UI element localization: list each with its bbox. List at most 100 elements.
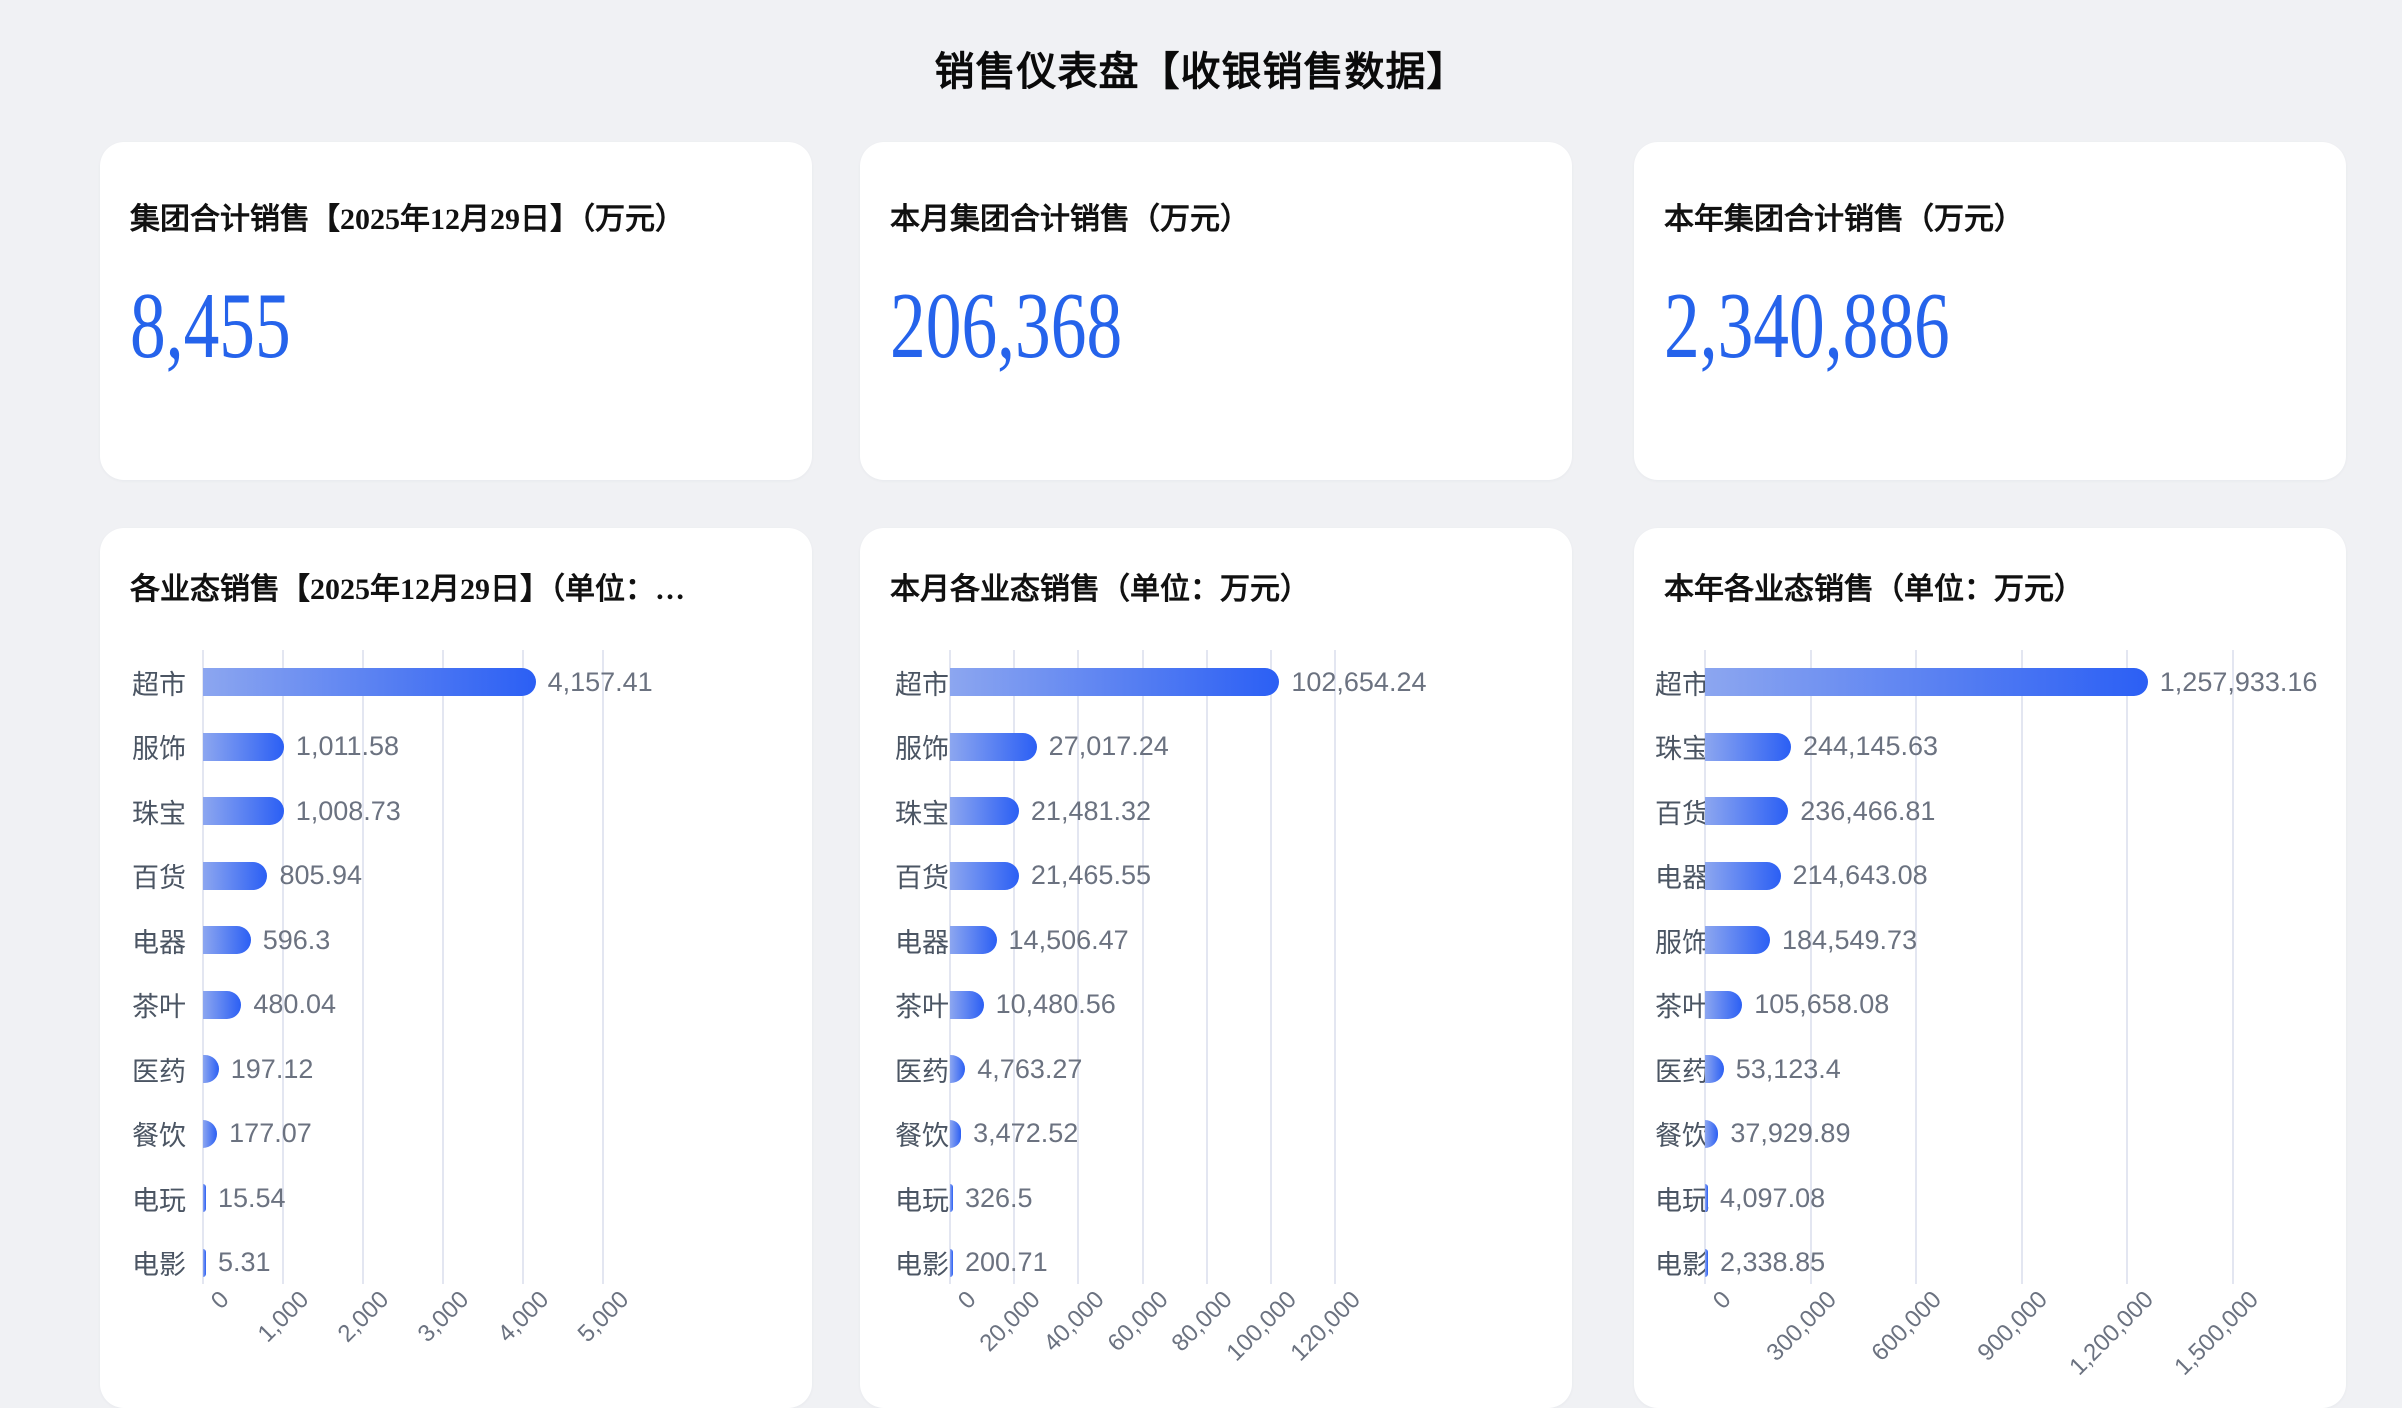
axis-tick-label: 1,000 bbox=[252, 1286, 315, 1348]
bar-value-label: 596.3 bbox=[262, 924, 331, 955]
bar[interactable] bbox=[1705, 1119, 1719, 1148]
chart-row: 电影 5.31 bbox=[132, 1231, 804, 1296]
chart-title: 各业态销售【2025年12月29日】（单位：… bbox=[130, 573, 685, 606]
bar[interactable] bbox=[1705, 732, 1791, 761]
bar[interactable] bbox=[203, 1055, 219, 1084]
grid-line bbox=[442, 650, 444, 1284]
grid-line bbox=[1704, 650, 1706, 1284]
bar[interactable] bbox=[1705, 1055, 1724, 1084]
grid-line bbox=[362, 650, 364, 1284]
category-label: 百货 bbox=[1655, 798, 1709, 829]
bar-value-label: 105,658.08 bbox=[1754, 989, 1890, 1020]
bar[interactable] bbox=[203, 668, 536, 697]
bar-value-label: 4,763.27 bbox=[977, 1053, 1083, 1084]
bar[interactable] bbox=[203, 797, 284, 826]
chart-row: 珠宝 21,481.32 bbox=[895, 779, 1564, 844]
category-label: 珠宝 bbox=[1655, 734, 1709, 765]
bar[interactable] bbox=[950, 926, 997, 955]
grid-line bbox=[602, 650, 604, 1284]
category-label: 服饰 bbox=[1655, 927, 1709, 958]
category-label: 服饰 bbox=[895, 734, 949, 765]
category-label: 餐饮 bbox=[132, 1121, 186, 1152]
chart-card-daily-by-category: 各业态销售【2025年12月29日】（单位：… 超市 4,157.41 服饰 1,01… bbox=[100, 528, 812, 1408]
chart-row: 服饰 27,017.24 bbox=[895, 715, 1564, 780]
kpi-value: 2,340,886 bbox=[1664, 274, 1950, 378]
grid-line bbox=[949, 650, 951, 1284]
category-label: 餐饮 bbox=[1655, 1121, 1709, 1152]
axis-tick-label: 4,000 bbox=[492, 1286, 555, 1348]
bar-value-label: 480.04 bbox=[253, 989, 336, 1020]
category-label: 电玩 bbox=[895, 1185, 949, 1216]
bar[interactable] bbox=[203, 1248, 206, 1277]
grid-line bbox=[1334, 650, 1336, 1284]
chart-row: 超市 4,157.41 bbox=[132, 650, 804, 715]
category-label: 珠宝 bbox=[895, 798, 949, 829]
axis-tick-label: 120,000 bbox=[1285, 1286, 1367, 1367]
category-label: 服饰 bbox=[132, 734, 186, 765]
grid-line bbox=[1269, 650, 1272, 1284]
bar-value-label: 5.31 bbox=[218, 1247, 271, 1278]
category-label: 电影 bbox=[1655, 1250, 1709, 1281]
kpi-value: 206,368 bbox=[890, 274, 1123, 378]
bar[interactable] bbox=[1705, 990, 1743, 1019]
bar[interactable] bbox=[950, 861, 1019, 890]
chart-rows: 超市 102,654.24 服饰 27,017.24 珠宝 21,481.32 百货 21,4… bbox=[860, 650, 1564, 1295]
bar[interactable] bbox=[1705, 861, 1781, 890]
bar-value-label: 1,008.73 bbox=[295, 795, 401, 826]
bar[interactable] bbox=[203, 861, 268, 890]
chart-row: 电器 14,506.47 bbox=[895, 908, 1564, 973]
bar[interactable] bbox=[203, 732, 284, 761]
category-label: 电玩 bbox=[132, 1185, 186, 1216]
bar[interactable] bbox=[950, 668, 1280, 697]
category-label: 医药 bbox=[1655, 1056, 1709, 1087]
x-axis: 0 1,000 2,000 3,000 4,000 5,000 bbox=[100, 1282, 812, 1382]
kpi-card-month-total: 本月集团合计销售（万元） 206,368 bbox=[860, 142, 1572, 480]
bar[interactable] bbox=[203, 1119, 218, 1148]
category-label: 超市 bbox=[132, 669, 186, 700]
bar[interactable] bbox=[1705, 668, 2148, 697]
bar[interactable] bbox=[203, 1184, 206, 1213]
bar[interactable] bbox=[950, 797, 1019, 826]
bar[interactable] bbox=[1705, 926, 1770, 955]
chart-row: 服饰 184,549.73 bbox=[1655, 908, 2338, 973]
bar[interactable] bbox=[203, 990, 242, 1019]
bar[interactable] bbox=[950, 990, 984, 1019]
chart-row: 医药 197.12 bbox=[132, 1037, 804, 1102]
bar-value-label: 1,011.58 bbox=[295, 731, 400, 762]
category-label: 电器 bbox=[1655, 863, 1709, 894]
category-label: 电器 bbox=[895, 927, 949, 958]
axis-tick-label: 60,000 bbox=[1102, 1286, 1174, 1357]
bar-value-label: 53,123.4 bbox=[1735, 1053, 1841, 1084]
bar[interactable] bbox=[950, 1119, 962, 1148]
category-label: 茶叶 bbox=[132, 992, 186, 1023]
bar[interactable] bbox=[950, 732, 1037, 761]
bar-value-label: 27,017.24 bbox=[1048, 731, 1169, 762]
bar[interactable] bbox=[950, 1248, 953, 1277]
bar-value-label: 15.54 bbox=[218, 1182, 286, 1213]
chart-row: 茶叶 480.04 bbox=[132, 973, 804, 1038]
bar[interactable] bbox=[1705, 1184, 1708, 1213]
axis-tick-label: 2,000 bbox=[332, 1286, 395, 1348]
axis-tick-label: 1,500,000 bbox=[2169, 1286, 2265, 1381]
axis-tick-label: 0 bbox=[952, 1286, 982, 1315]
bar-value-label: 4,157.41 bbox=[547, 666, 653, 697]
chart-row: 电影 200.71 bbox=[895, 1231, 1564, 1296]
bar[interactable] bbox=[1705, 797, 1789, 826]
grid-line bbox=[1077, 650, 1080, 1284]
bar[interactable] bbox=[1705, 1248, 1708, 1277]
axis-tick-label: 40,000 bbox=[1038, 1286, 1110, 1357]
bar[interactable] bbox=[203, 926, 251, 955]
grid-line bbox=[522, 650, 524, 1284]
grid-line bbox=[1141, 650, 1144, 1284]
bar[interactable] bbox=[950, 1184, 953, 1213]
bar-value-label: 236,466.81 bbox=[1800, 795, 1936, 826]
axis-tick-label: 20,000 bbox=[974, 1286, 1046, 1357]
chart-card-month-by-category: 本月各业态销售（单位：万元） 超市 102,654.24 服饰 27,017.24 珠宝… bbox=[860, 528, 1572, 1408]
page-title: 销售仪表盘【收银销售数据】 bbox=[934, 48, 1468, 94]
bar[interactable] bbox=[950, 1055, 966, 1084]
bar-value-label: 805.94 bbox=[279, 860, 363, 891]
category-label: 百货 bbox=[132, 863, 186, 894]
bar-value-label: 37,929.89 bbox=[1730, 1118, 1851, 1149]
chart-row: 百货 21,465.55 bbox=[895, 844, 1564, 909]
bar-value-label: 21,481.32 bbox=[1030, 795, 1152, 826]
